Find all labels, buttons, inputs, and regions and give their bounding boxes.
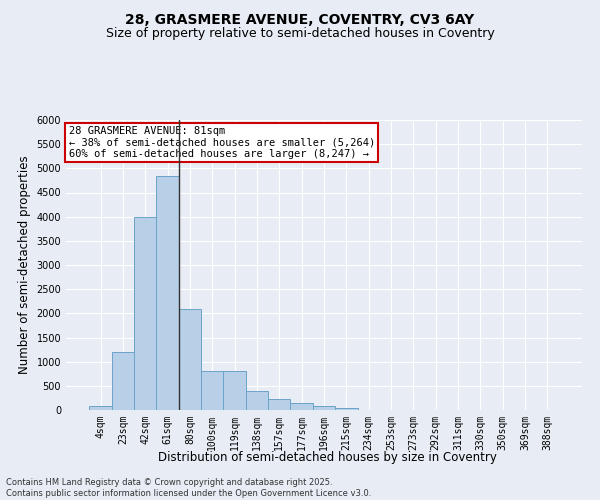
Bar: [268, 400, 290, 410]
Bar: [223, 372, 246, 410]
Bar: [89, 406, 112, 410]
Bar: [157, 176, 179, 410]
Text: 28, GRASMERE AVENUE, COVENTRY, CV3 6AY: 28, GRASMERE AVENUE, COVENTRY, CV3 6AY: [125, 12, 475, 26]
Text: Contains HM Land Registry data © Crown copyright and database right 2025.
Contai: Contains HM Land Registry data © Crown c…: [6, 478, 371, 498]
Bar: [201, 372, 223, 410]
Bar: [246, 390, 268, 410]
Text: Size of property relative to semi-detached houses in Coventry: Size of property relative to semi-detach…: [106, 28, 494, 40]
Bar: [290, 403, 313, 410]
Bar: [112, 352, 134, 410]
Text: Distribution of semi-detached houses by size in Coventry: Distribution of semi-detached houses by …: [158, 451, 496, 464]
Bar: [335, 408, 358, 410]
Bar: [134, 216, 157, 410]
Text: 28 GRASMERE AVENUE: 81sqm
← 38% of semi-detached houses are smaller (5,264)
60% : 28 GRASMERE AVENUE: 81sqm ← 38% of semi-…: [68, 126, 375, 159]
Bar: [179, 308, 201, 410]
Y-axis label: Number of semi-detached properties: Number of semi-detached properties: [18, 156, 31, 374]
Bar: [313, 406, 335, 410]
